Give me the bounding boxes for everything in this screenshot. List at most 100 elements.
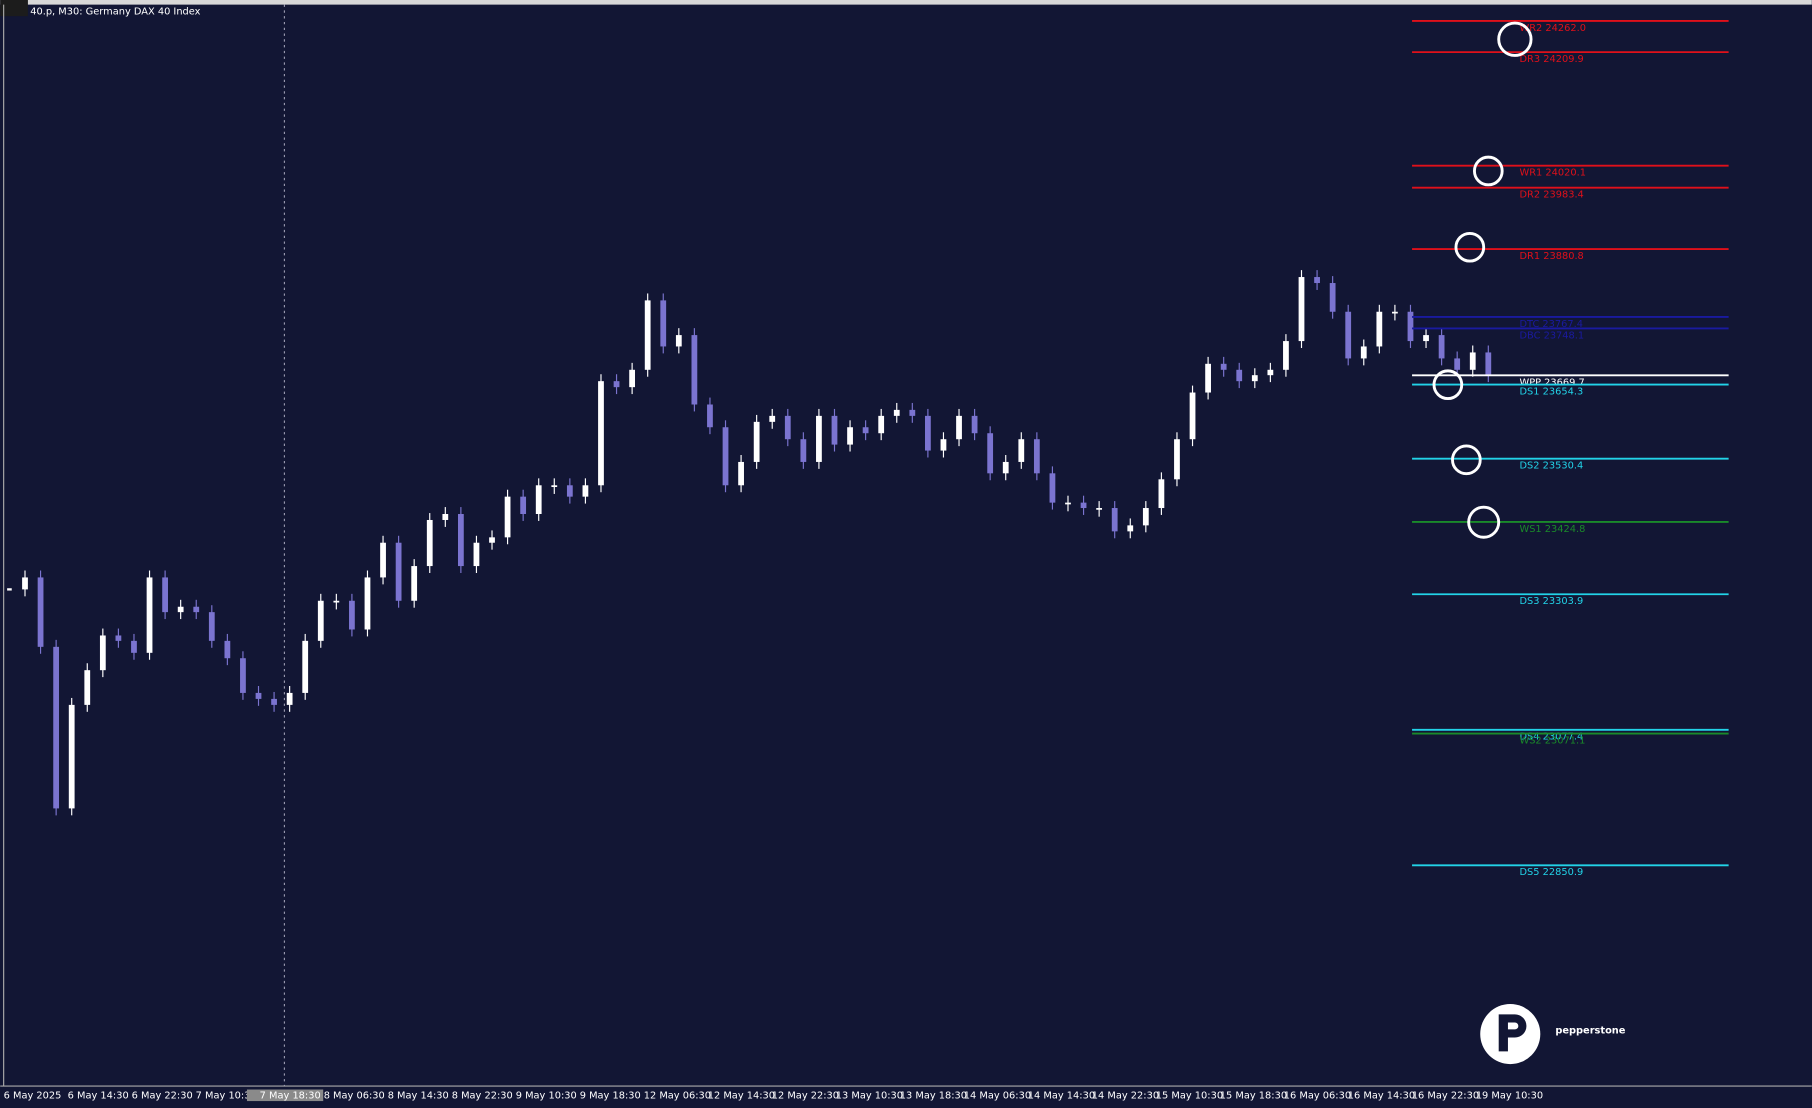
candle xyxy=(1065,502,1071,505)
candle xyxy=(816,415,822,462)
brand-logo: pepperstone xyxy=(1480,1004,1626,1065)
candle xyxy=(364,577,371,630)
candle xyxy=(1111,508,1118,532)
chart-title: 40.p, M30: Germany DAX 40 Index xyxy=(30,7,200,18)
candle xyxy=(1454,358,1461,370)
candle xyxy=(224,640,231,659)
candle xyxy=(925,415,931,451)
candle xyxy=(115,635,122,641)
candle xyxy=(1469,352,1476,370)
candle xyxy=(1189,392,1196,440)
candle xyxy=(162,577,168,613)
candle xyxy=(1142,508,1149,526)
candle xyxy=(862,427,869,434)
candle xyxy=(738,461,744,486)
candle xyxy=(1158,479,1165,509)
candle xyxy=(473,542,480,567)
x-tick-label: 12 May 06:30 xyxy=(644,1090,711,1101)
candle xyxy=(893,409,900,416)
candle xyxy=(68,704,75,809)
candle xyxy=(878,415,885,434)
candle xyxy=(1049,473,1056,503)
candle xyxy=(769,415,776,422)
candle xyxy=(847,427,853,445)
candle xyxy=(271,698,277,705)
candle xyxy=(395,542,402,601)
pivot-label: WR1 24020.1 xyxy=(1520,168,1586,179)
candle xyxy=(1127,525,1134,532)
pivot-label: DS2 23530.4 xyxy=(1520,461,1584,472)
x-tick-label: 14 May 14:30 xyxy=(1028,1090,1095,1101)
logo-letter xyxy=(1498,1014,1527,1052)
candle xyxy=(551,485,558,488)
candle xyxy=(691,335,698,405)
candle xyxy=(1392,311,1398,314)
pivot-label: DR1 23880.8 xyxy=(1520,251,1584,262)
candle xyxy=(1267,369,1274,376)
candle xyxy=(457,514,464,567)
candle xyxy=(535,485,542,515)
candle xyxy=(1283,341,1289,370)
plot: 6 May 2025 6 May 14:30 6 May 22:30 7 May 10… xyxy=(4,20,1729,1102)
x-tick-label: 16 May 22:30 xyxy=(1412,1090,1479,1101)
circle-marker xyxy=(1472,155,1504,187)
candle xyxy=(598,381,604,486)
x-tick-label: 12 May 22:30 xyxy=(772,1090,839,1101)
candle xyxy=(1407,311,1414,342)
candle xyxy=(707,404,713,428)
candle xyxy=(660,300,667,347)
brand-name: pepperstone xyxy=(1555,1026,1625,1037)
circle-marker xyxy=(1497,21,1533,57)
x-tick-label: 6 May 14:30 xyxy=(68,1090,129,1101)
x-tick-label: 12 May 14:30 xyxy=(708,1090,775,1101)
candle xyxy=(1360,346,1367,359)
candle xyxy=(1174,439,1180,480)
pivot-label: DS5 22850.9 xyxy=(1520,867,1584,878)
candle xyxy=(1096,508,1103,510)
candle xyxy=(520,496,527,515)
candle xyxy=(489,537,495,543)
corner-box xyxy=(0,0,28,17)
pivot-label: DR3 24209.9 xyxy=(1520,54,1584,65)
pivot-label: DS3 23303.9 xyxy=(1520,596,1584,607)
candle xyxy=(1236,369,1243,382)
candle xyxy=(1438,335,1445,359)
candle xyxy=(240,658,246,693)
x-tick-label: 15 May 10:30 xyxy=(1156,1090,1223,1101)
candle xyxy=(99,635,106,671)
candle xyxy=(7,588,12,591)
candle xyxy=(1485,352,1492,376)
candle xyxy=(1298,277,1305,342)
candle xyxy=(675,335,682,347)
candle xyxy=(831,415,838,445)
pivot-label: WR2 24262.0 xyxy=(1520,23,1586,34)
x-tick-label: 6 May 2025 xyxy=(4,1090,62,1101)
x-label-highlight xyxy=(246,1089,324,1102)
markers xyxy=(1432,21,1533,539)
candle xyxy=(177,606,184,613)
x-tick-label: 13 May 18:30 xyxy=(900,1090,967,1101)
candle xyxy=(1018,439,1025,462)
candle xyxy=(302,640,309,693)
pivot-label: WS1 23424.8 xyxy=(1520,524,1586,535)
candle xyxy=(909,409,916,416)
candle xyxy=(987,433,994,474)
candle xyxy=(753,421,760,462)
candle xyxy=(317,600,324,641)
candle xyxy=(193,606,200,613)
candle xyxy=(800,439,807,462)
candle xyxy=(286,692,293,705)
candle xyxy=(1220,363,1227,370)
candle xyxy=(504,496,511,538)
x-tick-label: 19 May 10:30 xyxy=(1476,1090,1543,1101)
circle-marker xyxy=(1432,369,1464,401)
pivot-label: DS1 23654.3 xyxy=(1520,387,1584,398)
candle xyxy=(1033,439,1040,474)
candle xyxy=(146,577,153,653)
candle xyxy=(349,600,355,630)
candle xyxy=(629,369,636,388)
candle xyxy=(411,566,418,601)
candle xyxy=(380,542,386,578)
candle xyxy=(426,519,433,567)
